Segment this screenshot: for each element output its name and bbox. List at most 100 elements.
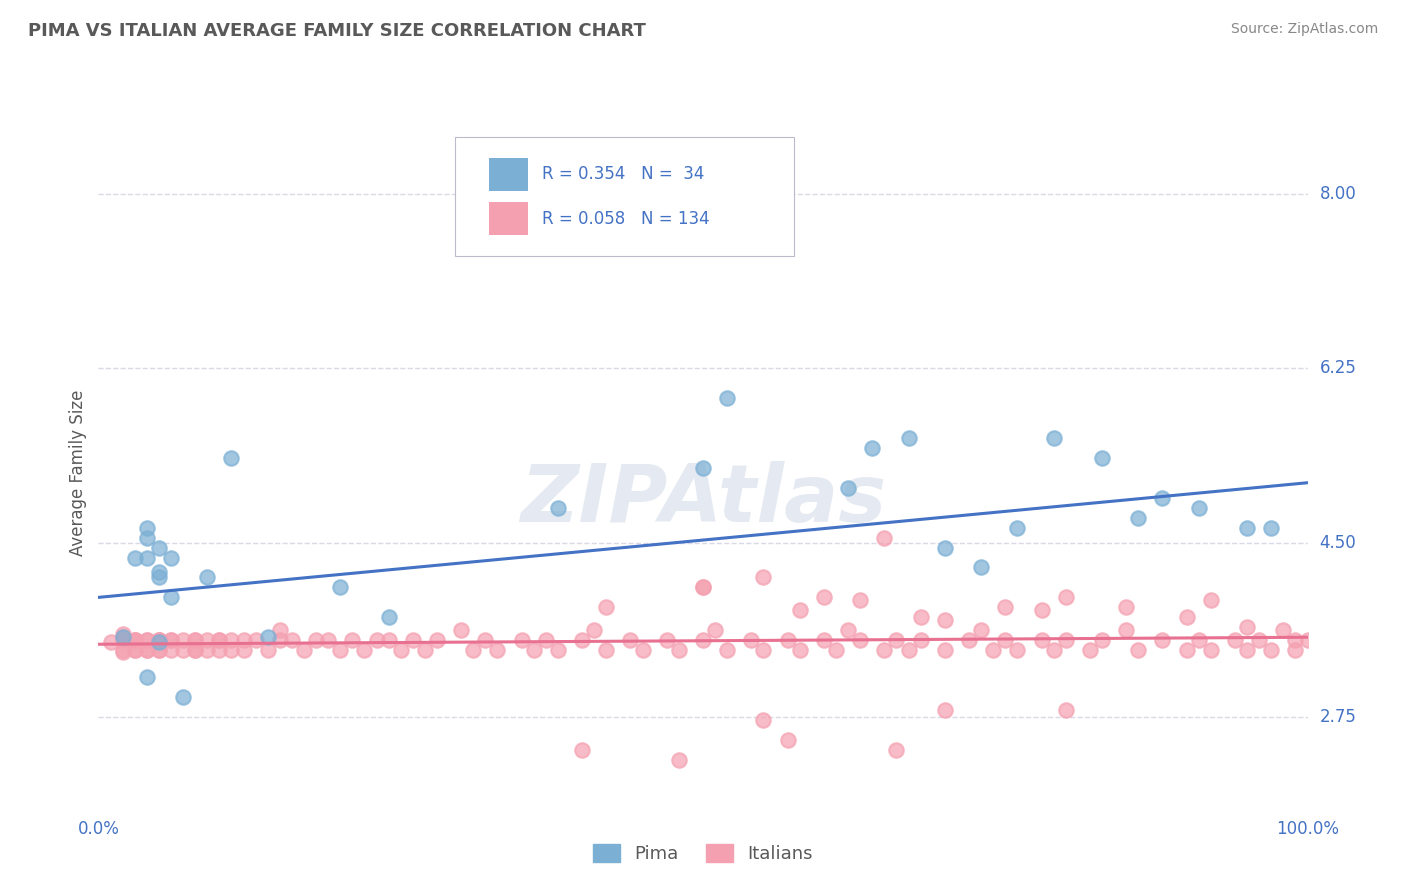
Point xyxy=(269,633,291,648)
Point xyxy=(208,633,231,648)
Point xyxy=(716,643,738,657)
Point xyxy=(316,633,339,648)
Point xyxy=(547,643,569,657)
Point xyxy=(111,627,134,641)
Point xyxy=(849,633,872,648)
Point xyxy=(813,591,835,605)
Point xyxy=(1054,591,1077,605)
Point xyxy=(389,643,412,657)
Point xyxy=(619,633,641,648)
Point xyxy=(160,591,183,605)
Point xyxy=(184,633,207,648)
Point xyxy=(655,633,678,648)
Point xyxy=(752,643,775,657)
Point xyxy=(111,630,134,644)
Point xyxy=(124,643,146,657)
Point xyxy=(256,630,278,644)
Point xyxy=(426,633,449,648)
Point xyxy=(195,633,218,648)
Point xyxy=(1091,450,1114,465)
Point xyxy=(668,643,690,657)
Point xyxy=(716,391,738,405)
Point xyxy=(184,643,207,657)
Point xyxy=(1236,520,1258,534)
Point xyxy=(111,633,134,648)
FancyBboxPatch shape xyxy=(489,202,527,235)
Point xyxy=(256,643,278,657)
Point xyxy=(269,624,291,638)
Point xyxy=(897,643,920,657)
Point xyxy=(789,643,811,657)
Point xyxy=(195,570,218,584)
Point xyxy=(692,581,714,595)
Point xyxy=(595,643,617,657)
Point xyxy=(886,633,908,648)
Point xyxy=(377,633,399,648)
Point xyxy=(1260,643,1282,657)
Point xyxy=(245,633,267,648)
Point xyxy=(1031,633,1053,648)
Point xyxy=(740,633,762,648)
Point xyxy=(232,633,254,648)
Point xyxy=(970,624,993,638)
FancyBboxPatch shape xyxy=(456,137,793,256)
Point xyxy=(172,643,194,657)
Point xyxy=(910,610,932,624)
Point xyxy=(837,624,859,638)
Point xyxy=(1175,643,1198,657)
Point xyxy=(1042,643,1064,657)
Point xyxy=(934,613,956,627)
Point xyxy=(1199,593,1222,607)
Point xyxy=(148,633,170,648)
Point xyxy=(1115,624,1137,638)
Point xyxy=(135,520,157,534)
Point xyxy=(148,643,170,657)
Point xyxy=(1199,643,1222,657)
Point xyxy=(981,643,1004,657)
Point xyxy=(873,531,896,545)
Point xyxy=(934,703,956,717)
Point xyxy=(111,630,134,644)
Point xyxy=(776,733,799,747)
Point xyxy=(329,581,352,595)
Point xyxy=(1115,600,1137,615)
Point xyxy=(474,633,496,648)
Point xyxy=(124,633,146,648)
Text: R = 0.058   N = 134: R = 0.058 N = 134 xyxy=(543,210,710,227)
Point xyxy=(413,643,436,657)
Point xyxy=(124,550,146,565)
Point xyxy=(124,633,146,648)
Point xyxy=(752,713,775,727)
Point xyxy=(692,633,714,648)
Point xyxy=(534,633,557,648)
FancyBboxPatch shape xyxy=(489,158,527,192)
Point xyxy=(1272,624,1295,638)
Point xyxy=(1260,520,1282,534)
Point xyxy=(100,635,122,649)
Point xyxy=(1223,633,1246,648)
Point xyxy=(1188,500,1211,515)
Point xyxy=(208,643,231,657)
Point xyxy=(873,643,896,657)
Point xyxy=(195,643,218,657)
Point xyxy=(1175,610,1198,624)
Point xyxy=(402,633,425,648)
Y-axis label: Average Family Size: Average Family Size xyxy=(69,390,87,556)
Point xyxy=(583,624,606,638)
Point xyxy=(450,624,472,638)
Point xyxy=(776,633,799,648)
Text: 4.50: 4.50 xyxy=(1320,533,1357,551)
Point xyxy=(1236,643,1258,657)
Point xyxy=(148,643,170,657)
Point xyxy=(148,541,170,555)
Text: 2.75: 2.75 xyxy=(1320,708,1357,726)
Point xyxy=(631,643,654,657)
Point xyxy=(160,643,183,657)
Point xyxy=(148,633,170,648)
Point xyxy=(692,460,714,475)
Text: ZIPAtlas: ZIPAtlas xyxy=(520,461,886,539)
Point xyxy=(1249,633,1271,648)
Point xyxy=(463,643,485,657)
Point xyxy=(486,643,509,657)
Point xyxy=(111,643,134,657)
